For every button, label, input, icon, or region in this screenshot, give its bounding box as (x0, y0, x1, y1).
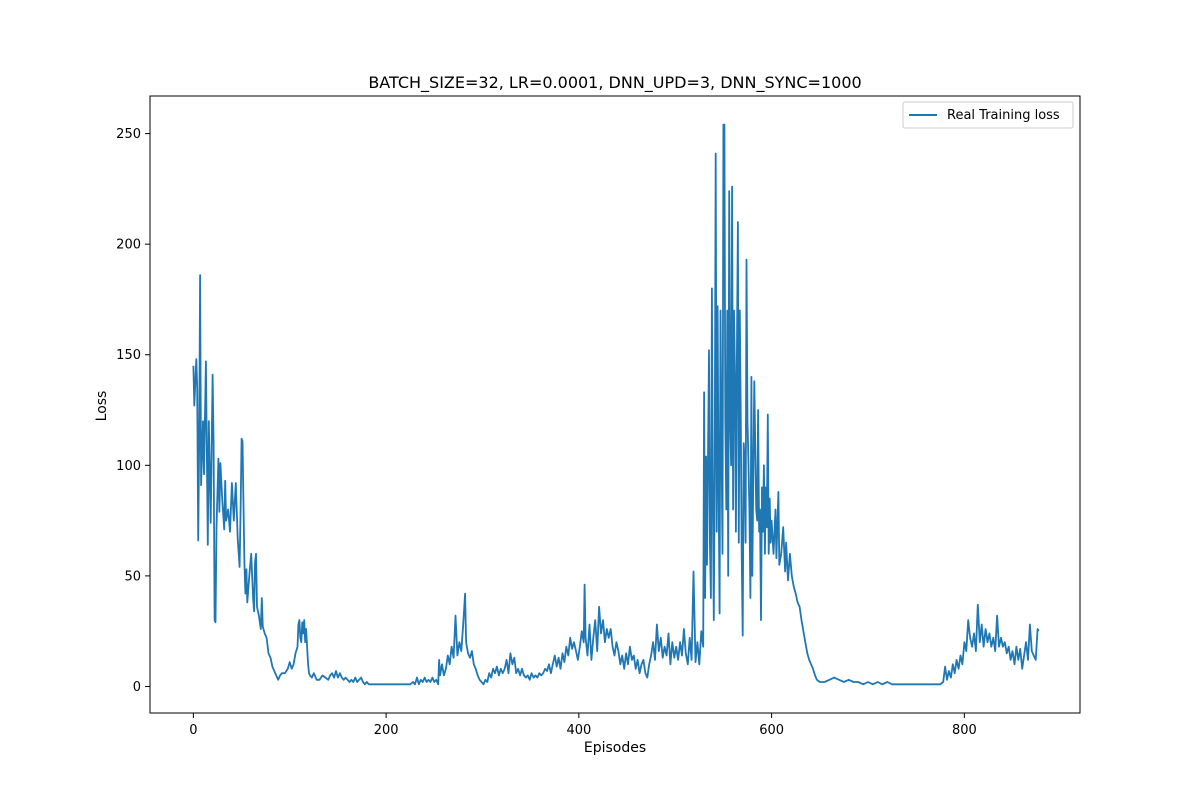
x-tick-label: 400 (566, 723, 591, 738)
y-tick-label: 200 (116, 238, 141, 253)
legend-box (902, 101, 1074, 129)
y-tick-label: 100 (116, 459, 141, 474)
y-axis-label: Loss (94, 391, 110, 422)
x-axis-label: Episodes (584, 740, 646, 756)
y-tick-label: 0 (133, 680, 141, 695)
plot-area: 0 200 400 600 800 0 50 100 150 200 250 (116, 95, 1081, 738)
x-tick-label: 800 (952, 723, 977, 738)
x-tick-label: 600 (759, 723, 784, 738)
axes-frame (149, 95, 1081, 714)
x-tick-label: 200 (374, 723, 399, 738)
y-tick-label: 50 (124, 569, 141, 584)
legend: Real Training loss (902, 101, 1074, 129)
chart-title: BATCH_SIZE=32, LR=0.0001, DNN_UPD=3, DNN… (368, 73, 861, 93)
y-tick-label: 150 (116, 348, 141, 363)
y-tick-label: 250 (116, 127, 141, 142)
series-line-0 (192, 123, 1040, 686)
x-tick-label: 0 (189, 723, 197, 738)
legend-label-real-training-loss: Real Training loss (947, 108, 1060, 123)
